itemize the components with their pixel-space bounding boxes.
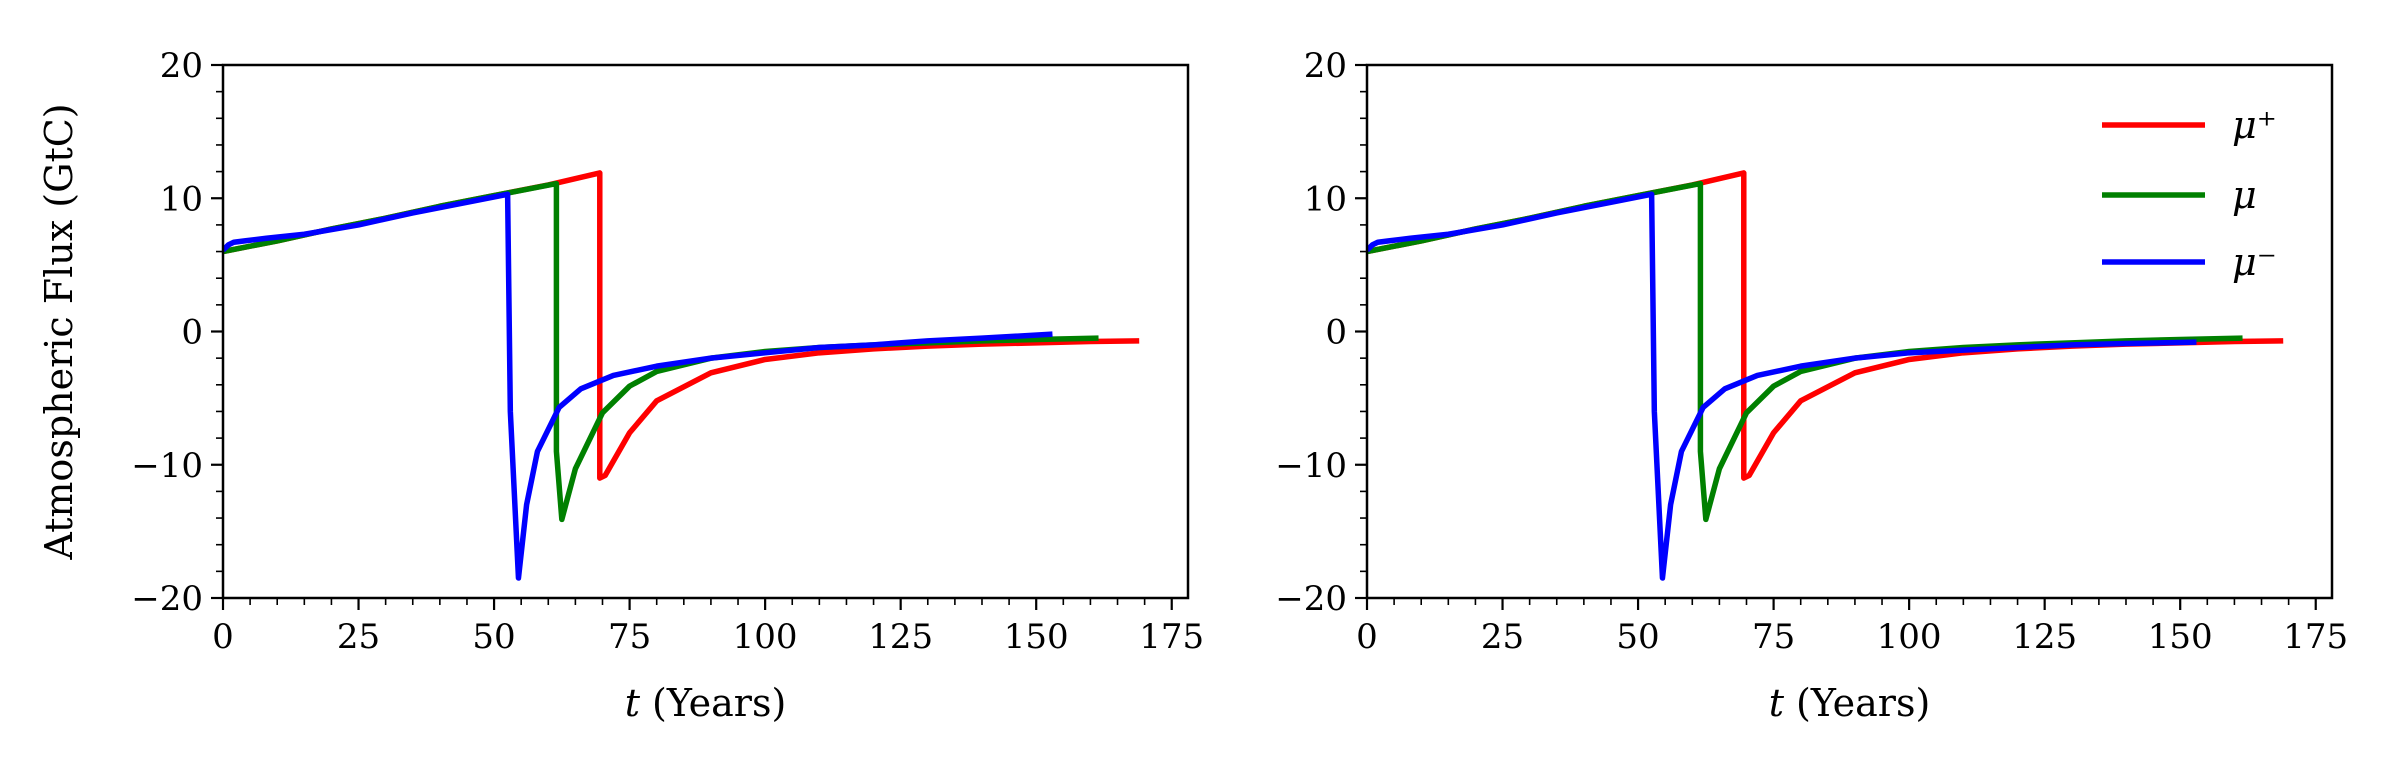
x-tick-label: 0	[1356, 617, 1378, 657]
x-tick-label: 100	[1877, 617, 1942, 657]
x-tick-label: 25	[337, 617, 380, 657]
y-tick-label: −10	[1275, 446, 1347, 486]
x-tick-label: 175	[2283, 617, 2348, 657]
x-tick-label: 75	[1752, 617, 1795, 657]
axes-frame	[1365, 63, 2334, 600]
y-tick-label: 0	[181, 313, 203, 353]
y-tick-label: 20	[160, 46, 203, 86]
x-tick-label: 125	[868, 617, 933, 657]
series-2-line	[223, 191, 1053, 581]
y-tick-label: 10	[160, 179, 203, 219]
legend: μ⁺ μ μ⁻	[2102, 103, 2277, 284]
x-tick-label: 50	[1616, 617, 1659, 657]
series-mu-minus-line	[1367, 191, 2197, 581]
x-tick-label: 0	[212, 617, 234, 657]
y-tick-label: −10	[131, 446, 203, 486]
x-tick-label: 150	[1004, 617, 1069, 657]
series-group	[223, 170, 1140, 581]
x-tick-label: 150	[2148, 617, 2213, 657]
x-tick-label: 25	[1481, 617, 1524, 657]
legend-label: μ	[2232, 173, 2257, 217]
legend-label: μ⁺	[2232, 103, 2277, 147]
series-1-line	[223, 180, 1099, 523]
axes-frame	[221, 63, 1190, 600]
series-mu-line	[1367, 180, 2243, 523]
x-tick-label: 175	[1139, 617, 1204, 657]
left-panel: 0 25 50 75 100 125 150 175 −20 −10 0 10 20 t (Years) A…	[37, 46, 1204, 725]
x-tick-label: 100	[733, 617, 798, 657]
x-tick-label: 50	[472, 617, 515, 657]
series-mu-plus-line	[1367, 170, 2284, 481]
x-axis-label: t (Years)	[1769, 681, 1931, 725]
legend-label: μ⁻	[2232, 240, 2277, 284]
y-tick-label: −20	[131, 579, 203, 619]
series-0-line	[223, 170, 1140, 481]
series-group	[1367, 170, 2284, 581]
x-axis-label: t (Years)	[625, 681, 787, 725]
y-tick-label: 10	[1304, 179, 1347, 219]
x-tick-label: 125	[2012, 617, 2077, 657]
y-tick-label: 20	[1304, 46, 1347, 86]
y-tick-label: −20	[1275, 579, 1347, 619]
y-axis-label: Atmospheric Flux (GtC)	[37, 103, 81, 560]
right-panel: 0 25 50 75 100 125 150 175 −20 −10 0 10 20 t (Years) μ…	[1275, 46, 2348, 725]
x-tick-label: 75	[608, 617, 651, 657]
y-tick-label: 0	[1325, 313, 1347, 353]
